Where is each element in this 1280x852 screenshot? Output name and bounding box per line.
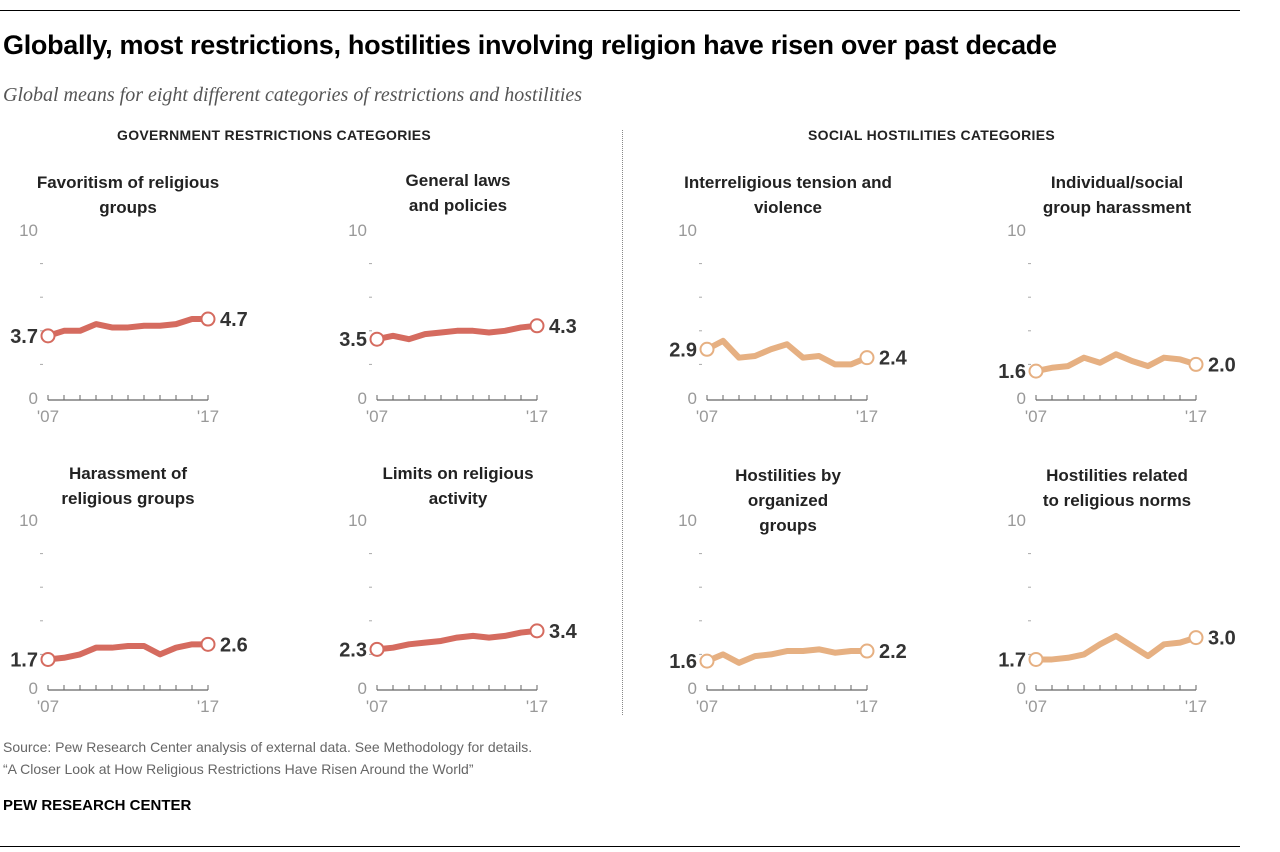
end-point <box>200 311 216 327</box>
start-value-label: 3.5 <box>339 329 367 351</box>
y-tick-label: 10 <box>1007 511 1026 530</box>
end-value-label: 4.3 <box>549 316 577 338</box>
start-value-label: 3.7 <box>10 326 38 348</box>
end-value-label: 2.2 <box>879 641 907 663</box>
end-point <box>200 636 216 652</box>
x-tick-label: '17 <box>197 407 219 426</box>
report-title: “A Closer Look at How Religious Restrict… <box>3 761 474 777</box>
end-value-label: 2.6 <box>220 634 248 656</box>
start-value-label: 1.6 <box>669 651 697 673</box>
series-line <box>1035 351 1197 375</box>
x-tick-label: '07 <box>1025 407 1047 426</box>
series-line <box>376 627 538 653</box>
section-government: GOVERNMENT RESTRICTIONS CATEGORIES <box>117 127 432 143</box>
start-value-label: 1.7 <box>10 649 38 671</box>
brand-logo-text: PEW RESEARCH CENTER <box>3 797 192 814</box>
start-point <box>699 653 715 669</box>
panel-title: Harassment of religious groups <box>61 464 195 508</box>
series-line <box>47 641 208 663</box>
x-tick-label: '17 <box>197 697 219 716</box>
end-point <box>1188 356 1204 372</box>
y-tick-label: 10 <box>348 221 367 240</box>
top-rule <box>0 10 1240 11</box>
y-tick-label: 10 <box>19 511 38 530</box>
bottom-rule <box>0 846 1240 847</box>
y-tick-label: 0 <box>1017 679 1026 698</box>
start-point <box>1028 651 1044 667</box>
end-value-label: 4.7 <box>220 309 248 331</box>
chart-title: Globally, most restrictions, hostilities… <box>3 30 1057 60</box>
end-value-label: 3.4 <box>549 621 578 643</box>
y-tick-label: 0 <box>358 679 367 698</box>
x-tick-label: '07 <box>37 697 59 716</box>
x-tick-label: '17 <box>1185 697 1207 716</box>
start-value-label: 2.3 <box>339 639 367 661</box>
y-tick-label: 0 <box>688 679 697 698</box>
x-tick-label: '07 <box>696 697 718 716</box>
panel-title: Individual/social group harassment <box>1042 173 1192 217</box>
end-value-label: 2.4 <box>879 348 908 370</box>
y-tick-label: 10 <box>678 511 697 530</box>
y-tick-label: 10 <box>678 221 697 240</box>
x-tick-label: '17 <box>856 407 878 426</box>
start-point <box>1028 363 1044 379</box>
y-tick-label: 0 <box>1017 389 1026 408</box>
panel-title: Hostilities related to religious norms <box>1042 466 1192 510</box>
start-point <box>40 328 56 344</box>
series-line <box>376 322 538 343</box>
x-tick-label: '07 <box>37 407 59 426</box>
x-tick-label: '07 <box>366 697 388 716</box>
y-tick-label: 10 <box>19 221 38 240</box>
source-text: Source: Pew Research Center analysis of … <box>3 739 533 755</box>
end-point <box>859 643 875 659</box>
panel-title: Favoritism of religious groups <box>36 173 220 217</box>
x-tick-label: '17 <box>526 697 548 716</box>
x-tick-label: '07 <box>366 407 388 426</box>
x-tick-label: '17 <box>856 697 878 716</box>
end-point <box>859 350 875 366</box>
panel-title: Hostilities by organized groups <box>735 466 841 535</box>
series-line <box>47 316 208 339</box>
source-note: Source: Pew Research Center analysis of … <box>3 736 532 780</box>
y-tick-label: 0 <box>29 389 38 408</box>
y-tick-label: 10 <box>1007 221 1026 240</box>
start-point <box>40 651 56 667</box>
y-tick-label: 10 <box>348 511 367 530</box>
end-point <box>1188 630 1204 646</box>
end-point <box>529 623 545 639</box>
series-line <box>705 337 869 368</box>
x-tick-label: '07 <box>696 407 718 426</box>
start-value-label: 2.9 <box>669 339 697 361</box>
y-tick-label: 0 <box>358 389 367 408</box>
start-point <box>369 641 385 657</box>
start-value-label: 1.7 <box>998 649 1026 671</box>
x-tick-label: '17 <box>526 407 548 426</box>
section-divider <box>622 130 623 715</box>
panel-title: Interreligious tension and violence <box>684 173 892 217</box>
x-tick-label: '07 <box>1025 697 1047 716</box>
y-tick-label: 0 <box>29 679 38 698</box>
start-value-label: 1.6 <box>998 361 1026 383</box>
x-tick-label: '17 <box>1185 407 1207 426</box>
end-value-label: 3.0 <box>1208 628 1236 650</box>
section-social: SOCIAL HOSTILITIES CATEGORIES <box>808 127 1055 143</box>
series-line <box>1036 632 1197 663</box>
panel-title: General laws and policies <box>405 171 511 215</box>
chart-subtitle: Global means for eight different categor… <box>3 84 583 106</box>
y-tick-label: 0 <box>688 389 697 408</box>
end-point <box>529 318 545 334</box>
series-line <box>705 646 867 666</box>
end-value-label: 2.0 <box>1208 354 1236 376</box>
start-point <box>699 341 715 357</box>
start-point <box>369 331 385 347</box>
panel-title: Limits on religious activity <box>382 464 534 508</box>
